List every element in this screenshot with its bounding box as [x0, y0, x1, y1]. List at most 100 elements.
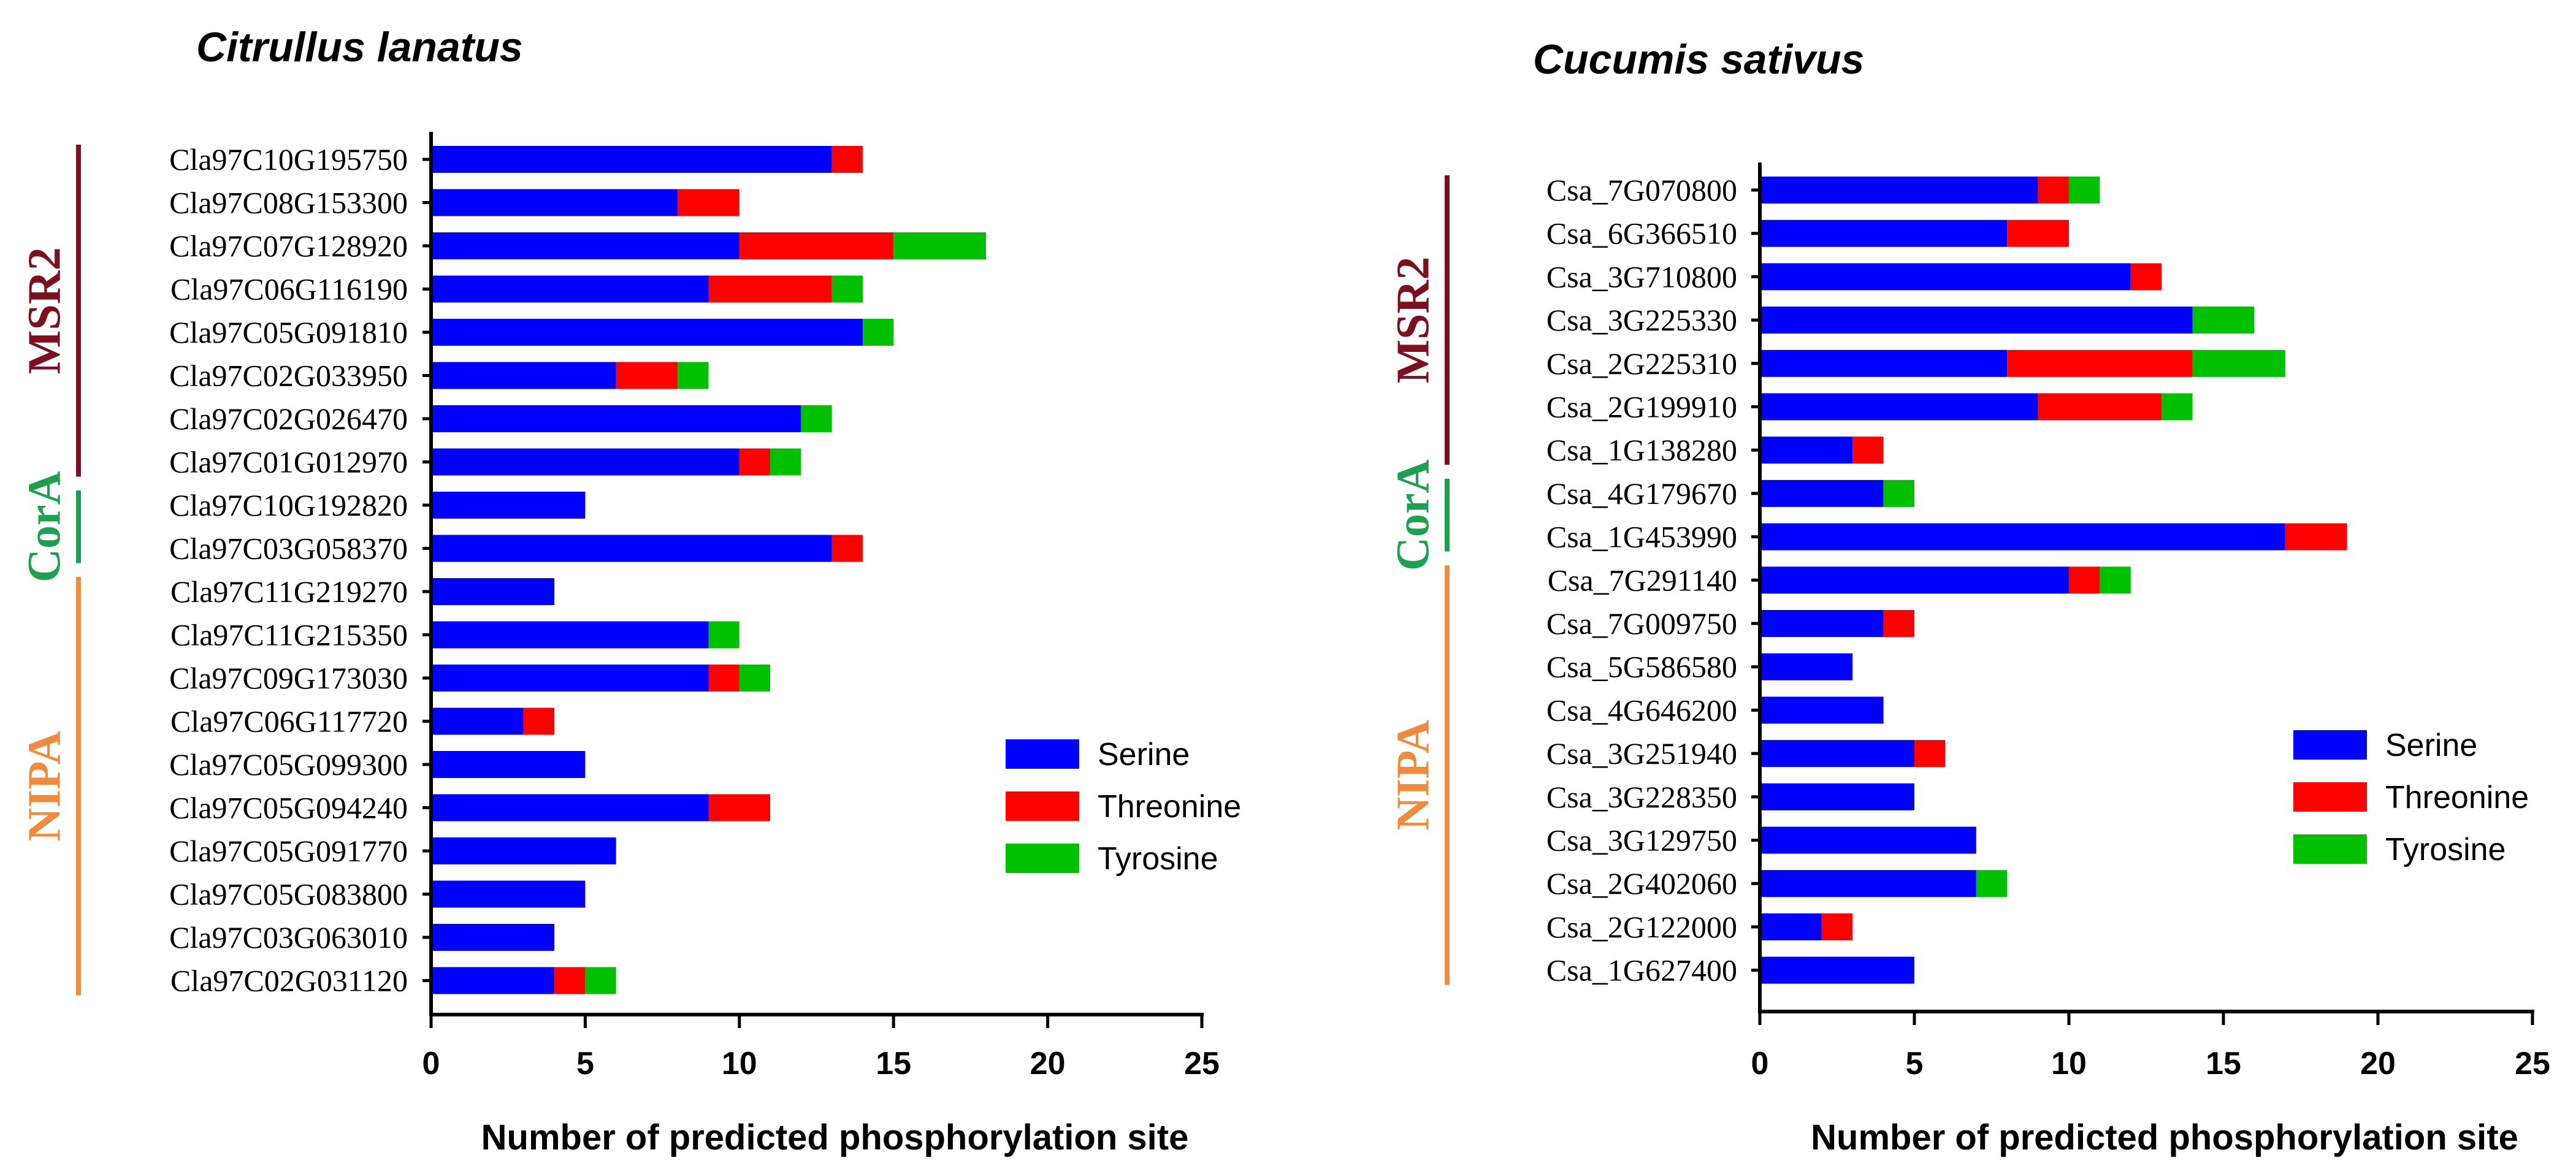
bar-tyrosine-csa-7g070800: [2069, 177, 2100, 204]
y-tick-label: Csa_1G138280: [1546, 433, 1737, 467]
y-tick-label: Csa_3G225330: [1546, 303, 1737, 337]
chart-title: Cucumis sativus: [1533, 36, 1864, 83]
legend-label-threonine: Threonine: [1098, 789, 1241, 825]
bar-threonine-csa-7g009750: [1883, 610, 1914, 637]
bar-serine-csa-4g646200: [1760, 696, 1884, 724]
bar-threonine-csa-7g291140: [2069, 566, 2100, 594]
bar-serine-cla97c10g192820: [431, 492, 586, 519]
legend-swatch-threonine: [1006, 791, 1079, 821]
y-tick-label: Csa_3G710800: [1546, 259, 1737, 294]
bar-threonine-csa-1g453990: [2285, 523, 2347, 551]
bar-serine-cla97c05g091770: [431, 837, 616, 864]
bar-serine-cla97c11g219270: [431, 578, 555, 605]
bar-threonine-cla97c09g173030: [708, 665, 740, 692]
y-tick-label: Cla97C09G173030: [169, 661, 408, 695]
bar-serine-cla97c07g128920: [431, 232, 740, 259]
bar-serine-csa-2g199910: [1760, 393, 2038, 421]
bar-threonine-csa-3g710800: [2130, 263, 2162, 291]
x-tick-label: 20: [1030, 1046, 1066, 1081]
y-tick-label: Csa_4G646200: [1546, 693, 1737, 727]
y-tick-label: Cla97C10G192820: [169, 488, 408, 522]
y-tick-label: Cla97C05G094240: [169, 791, 408, 825]
bar-tyrosine-cla97c11g215350: [708, 621, 740, 649]
y-tick-label: Cla97C01G012970: [169, 445, 408, 479]
group-label-cora: CorA: [1387, 459, 1439, 571]
y-tick-label: Csa_2G199910: [1546, 390, 1737, 424]
x-tick-label: 25: [1184, 1046, 1220, 1081]
bar-serine-csa-2g122000: [1760, 913, 1822, 940]
group-label-nipa: NIPA: [18, 731, 70, 841]
bar-serine-csa-3g251940: [1760, 740, 1914, 768]
bar-threonine-csa-2g122000: [1821, 913, 1853, 940]
x-tick-label: 5: [1906, 1046, 1924, 1081]
panel-citrullus-lanatus: Citrullus lanatus Cla97C10G195750 Cla97C08…: [18, 24, 1241, 1157]
bar-serine-csa-7g070800: [1760, 177, 2038, 204]
y-tick-label: Csa_2G225310: [1546, 346, 1737, 381]
y-tick-label: Cla97C03G058370: [169, 532, 408, 566]
bar-threonine-cla97c07g128920: [739, 232, 894, 259]
y-tick-label: Csa_3G228350: [1546, 780, 1737, 814]
x-tick-label: 15: [876, 1046, 911, 1081]
bar-threonine-cla97c02g031120: [554, 967, 586, 994]
bar-serine-cla97c05g099300: [431, 751, 586, 778]
bar-serine-csa-6g366510: [1760, 219, 2008, 247]
bar-serine-cla97c06g117720: [431, 707, 524, 735]
y-tick-label: Cla97C05G091770: [169, 834, 408, 868]
bar-serine-cla97c05g094240: [431, 794, 709, 821]
y-tick-label: Csa_6G366510: [1546, 216, 1737, 251]
y-tick-label: Cla97C08G153300: [169, 186, 408, 220]
y-tick-label: Csa_7G009750: [1546, 606, 1737, 641]
bar-serine-csa-7g009750: [1760, 610, 1884, 637]
y-tick-label: Cla97C02G033950: [169, 359, 408, 393]
y-tick-label: Csa_2G122000: [1546, 910, 1737, 944]
y-tick-label: Cla97C06G117720: [170, 704, 408, 739]
bar-threonine-cla97c06g117720: [523, 707, 555, 735]
legend-swatch-tyrosine: [2293, 834, 2367, 864]
bar-serine-cla97c01g012970: [431, 448, 740, 476]
bar-tyrosine-cla97c01g012970: [770, 448, 801, 476]
y-tick-label: Cla97C02G026470: [169, 402, 408, 436]
bar-threonine-csa-6g366510: [2007, 219, 2069, 247]
legend-swatch-serine: [2293, 730, 2367, 760]
x-tick-label: 25: [2515, 1046, 2550, 1081]
bar-tyrosine-cla97c02g026470: [801, 405, 832, 432]
bar-serine-csa-2g225310: [1760, 349, 2008, 377]
group-label-msr2: MSR2: [1387, 257, 1439, 384]
y-tick-label: Csa_3G129750: [1546, 823, 1737, 858]
x-tick-label: 0: [1751, 1046, 1769, 1081]
bar-serine-csa-5g586580: [1760, 653, 1853, 680]
panel-cucumis-sativus: Cucumis sativus Csa_7G070800 Csa_6G366510 C…: [1387, 36, 2550, 1157]
bar-tyrosine-cla97c09g173030: [739, 665, 771, 692]
bar-threonine-cla97c03g058370: [831, 535, 863, 562]
bar-threonine-csa-2g199910: [2038, 393, 2162, 421]
bar-tyrosine-cla97c06g116190: [831, 275, 863, 303]
y-tick-label: Cla97C11G215350: [170, 618, 408, 652]
bar-serine-csa-7g291140: [1760, 566, 2069, 594]
bar-threonine-cla97c05g094240: [708, 794, 771, 821]
y-tick-label: Cla97C06G116190: [170, 272, 408, 307]
y-tick-label: Csa_1G453990: [1546, 520, 1737, 554]
bar-threonine-cla97c01g012970: [739, 448, 771, 476]
bar-serine-csa-1g138280: [1760, 436, 1853, 464]
legend-swatch-serine: [1006, 739, 1079, 769]
x-tick-label: 10: [2051, 1046, 2087, 1081]
y-tick-label: Csa_5G586580: [1546, 650, 1737, 684]
bar-tyrosine-cla97c07g128920: [893, 232, 987, 259]
bar-serine-csa-1g627400: [1760, 956, 1914, 984]
bar-threonine-csa-7g070800: [2038, 177, 2069, 204]
y-tick-label: Cla97C07G128920: [169, 229, 408, 263]
legend-label-serine: Serine: [2385, 728, 2477, 763]
y-tick-label: Cla97C02G031120: [170, 964, 408, 998]
legend-label-tyrosine: Tyrosine: [2385, 832, 2506, 867]
group-label-msr2: MSR2: [18, 247, 70, 374]
y-tick-label: Cla97C11G219270: [170, 574, 408, 609]
bar-threonine-cla97c08g153300: [678, 189, 740, 216]
legend-label-serine: Serine: [1098, 737, 1190, 772]
y-tick-label: Cla97C03G063010: [169, 920, 408, 955]
chart-title: Citrullus lanatus: [196, 24, 523, 71]
group-label-cora: CorA: [18, 471, 70, 582]
bar-tyrosine-csa-2g225310: [2192, 349, 2285, 377]
y-tick-label: Csa_4G179670: [1546, 476, 1737, 511]
bar-tyrosine-csa-4g179670: [1883, 479, 1914, 507]
